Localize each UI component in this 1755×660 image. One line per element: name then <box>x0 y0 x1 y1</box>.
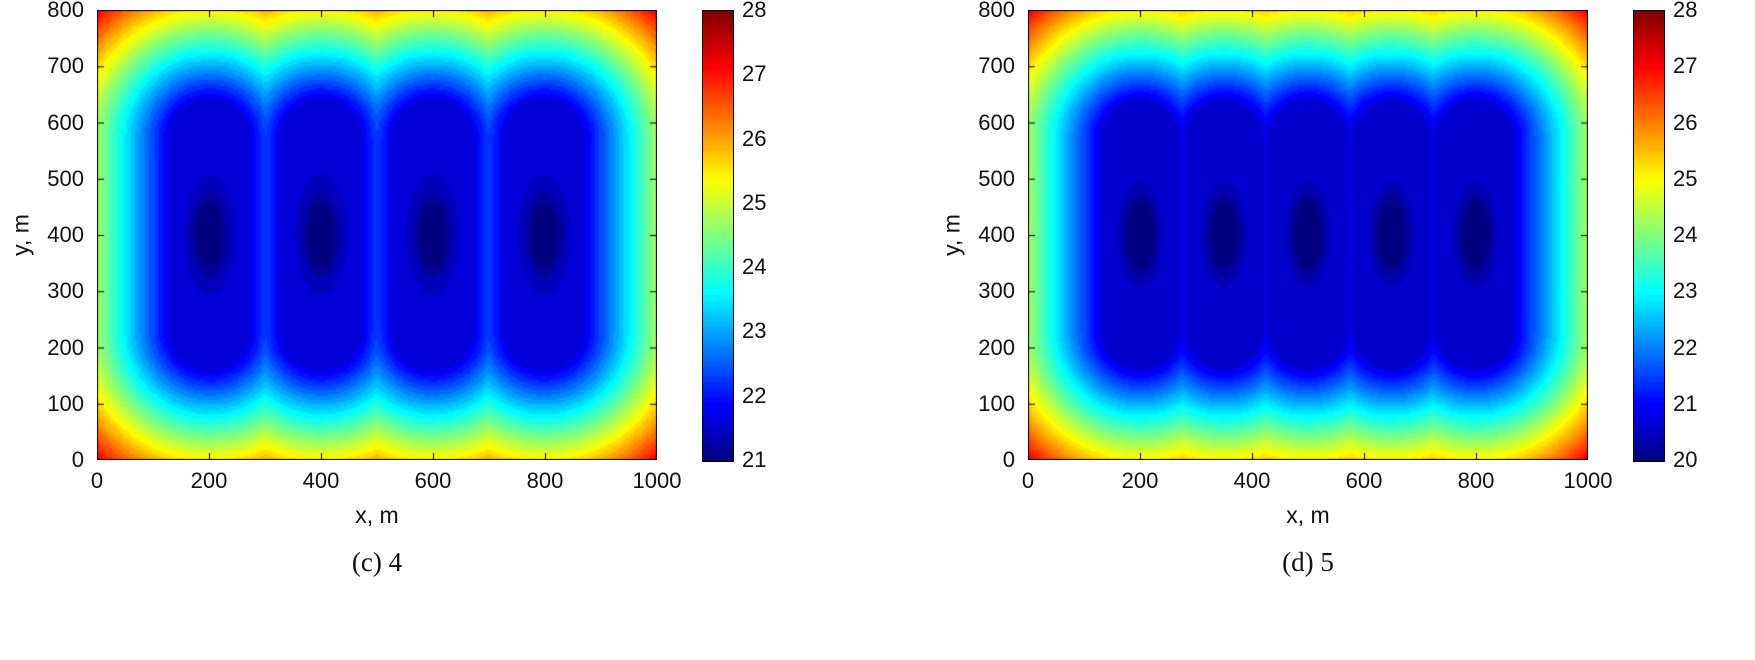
y-tick-label: 700 <box>47 53 84 79</box>
colorbar-tick-label: 26 <box>1673 109 1698 135</box>
contour-plot-canvas-d <box>1028 10 1588 460</box>
y-tick-label: 200 <box>47 334 84 360</box>
y-tick-label: 600 <box>47 109 84 135</box>
colorbar-d <box>1633 10 1665 462</box>
y-axis-tick-labels: 800 700 600 500 400 300 200 100 0 <box>38 0 90 472</box>
colorbar-tick-label: 24 <box>1673 222 1698 247</box>
colorbar-tick-label: 23 <box>1673 278 1698 304</box>
y-tick-label: 100 <box>47 390 84 416</box>
y-tick-label: 500 <box>978 165 1015 191</box>
x-tick-label: 400 <box>302 468 340 493</box>
colorbar-tick-label: 21 <box>1673 390 1698 416</box>
y-tick-label: 400 <box>978 222 1015 247</box>
x-tick-label: 1000 <box>632 468 682 493</box>
x-tick-label: 200 <box>190 468 228 493</box>
y-tick-label: 0 <box>71 447 84 472</box>
colorbar-tick-label: 28 <box>1673 0 1698 22</box>
colorbar-tick-label: 22 <box>742 382 767 408</box>
y-tick-label: 100 <box>978 390 1015 416</box>
x-tick-label: 800 <box>526 468 564 493</box>
colorbar-canvas-d <box>1634 11 1664 461</box>
y-tick-label: 400 <box>47 222 84 247</box>
y-tick-label: 300 <box>47 278 84 304</box>
colorbar-tick-label: 21 <box>742 447 767 472</box>
x-axis-title: x, m <box>355 502 399 528</box>
plot-area-c: y, m 800 700 600 500 400 300 200 100 0 2… <box>7 0 812 472</box>
y-axis-title: y, m <box>938 214 965 256</box>
colorbar-tick-label: 28 <box>742 0 767 22</box>
y-tick-label: 700 <box>978 53 1015 79</box>
x-tick-label: 1000 <box>1563 468 1613 493</box>
x-tick-label: 0 <box>1021 468 1035 493</box>
colorbar-tick-label: 22 <box>1673 334 1698 360</box>
colorbar-tick-label: 26 <box>742 125 767 151</box>
x-axis-tick-labels: 0 200 400 600 800 1000 <box>1022 468 1613 498</box>
x-axis-tick-labels: 0 200 400 600 800 1000 <box>91 468 682 498</box>
figure-c: y, m 800 700 600 500 400 300 200 100 0 2… <box>7 0 812 660</box>
x-tick-label: 200 <box>1121 468 1159 493</box>
plot-area-d: y, m 800 700 600 500 400 300 200 100 0 2… <box>938 0 1743 472</box>
y-tick-label: 300 <box>978 278 1015 304</box>
x-tick-label: 400 <box>1233 468 1271 493</box>
colorbar-c <box>702 10 734 462</box>
y-tick-label: 600 <box>978 109 1015 135</box>
colorbar-canvas-c <box>703 11 733 461</box>
colorbar-tick-labels-c: 28 27 26 25 24 23 22 21 <box>742 0 802 472</box>
colorbar-tick-label: 27 <box>742 61 767 87</box>
colorbar-tick-label: 25 <box>1673 165 1698 191</box>
y-tick-label: 800 <box>47 0 84 22</box>
subfigure-caption-c: (c) 4 <box>351 547 403 577</box>
contour-plot-canvas-c <box>97 10 657 460</box>
x-tick-label: 600 <box>1345 468 1383 493</box>
x-axis-title: x, m <box>1286 502 1330 528</box>
y-tick-label: 500 <box>47 165 84 191</box>
y-axis-title: y, m <box>7 214 34 256</box>
colorbar-tick-label: 25 <box>742 189 767 215</box>
colorbar-tick-labels-d: 28 27 26 25 24 23 22 21 20 <box>1673 0 1733 472</box>
x-tick-label: 600 <box>414 468 452 493</box>
colorbar-tick-label: 27 <box>1673 53 1698 79</box>
y-tick-label: 800 <box>978 0 1015 22</box>
colorbar-tick-label: 23 <box>742 318 767 344</box>
colorbar-tick-label: 20 <box>1673 447 1698 472</box>
x-tick-label: 0 <box>90 468 104 493</box>
y-tick-label: 0 <box>1002 447 1015 472</box>
subfigure-caption-d: (d) 5 <box>1282 547 1334 577</box>
figure-d: y, m 800 700 600 500 400 300 200 100 0 2… <box>938 0 1743 660</box>
y-axis-tick-labels: 800 700 600 500 400 300 200 100 0 <box>969 0 1021 472</box>
y-tick-label: 200 <box>978 334 1015 360</box>
colorbar-tick-label: 24 <box>742 254 767 280</box>
x-tick-label: 800 <box>1457 468 1495 493</box>
